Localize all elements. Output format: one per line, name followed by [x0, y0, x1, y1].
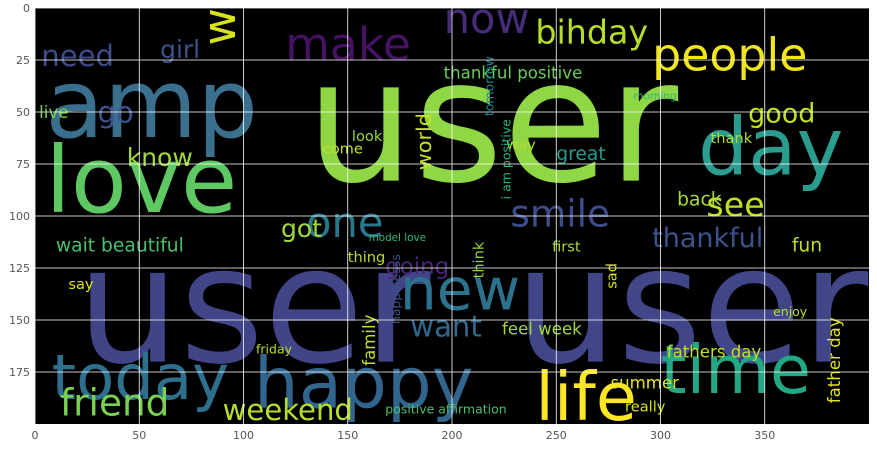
word-great-32: great [556, 144, 605, 165]
y-tick-label-1: 25 [16, 54, 30, 67]
word-now-13: now [444, 0, 530, 43]
word-thing-47: thing [348, 249, 386, 266]
axis-ticks: 0 50 100 150 200 250 300 350 0 25 50 75 100 125 150 175 [9, 2, 775, 442]
word-positive-affirmation-53: positive affirmation [385, 402, 506, 417]
y-tick-label-2: 50 [16, 106, 30, 119]
word-user-1: user [77, 212, 431, 401]
word-weekend-19: weekend [223, 393, 353, 427]
word-way-46: way [506, 136, 536, 153]
word-know-28: know [127, 143, 193, 172]
word-happy-7: happy [254, 341, 474, 424]
word-come-45: come [323, 141, 363, 158]
grid-lines [34, 7, 869, 424]
y-tick-label-7: 175 [9, 366, 30, 379]
word-enjoy-52: enjoy [773, 304, 808, 319]
word-morning-59: morning [633, 91, 676, 103]
word-will-17: will [192, 0, 246, 45]
y-tick-label-3: 75 [16, 158, 30, 171]
word-friday-57: friday [256, 341, 293, 356]
word-day-5: day [698, 101, 843, 193]
word-girl-25: girl [160, 35, 200, 64]
word-fun-34: fun [792, 235, 822, 256]
x-tick-label-5: 250 [546, 429, 567, 442]
word-first-49: first [552, 238, 581, 255]
word-good-22: good [748, 98, 815, 129]
word-say-50: say [68, 276, 94, 293]
word-people-11: people [652, 27, 807, 81]
word-sad-51: sad [604, 263, 621, 289]
word-i-am-positive-54: i am positive [498, 119, 513, 200]
word-got-29: got [281, 214, 322, 243]
word-really-42: really [625, 399, 666, 416]
x-tick-label-3: 150 [337, 429, 358, 442]
x-tick-label-0: 0 [32, 429, 39, 442]
word-new-10: new [400, 256, 520, 324]
word-fathers-day-41: fathers day [667, 342, 762, 361]
word-time-8: time [661, 331, 811, 409]
word-back-33: back [677, 190, 722, 211]
word-father-day-39: father day [825, 317, 844, 403]
x-tick-label-1: 50 [132, 429, 146, 442]
word-live-27: live [39, 103, 68, 122]
word-thankful-positive-36: thankful positive [444, 64, 583, 83]
word-feel-week-37: feel week [502, 320, 582, 339]
y-tick-label-6: 150 [9, 314, 30, 327]
word-thank-43: thank [711, 130, 753, 147]
word-see-21: see [706, 185, 764, 224]
word-thankful-23: thankful [652, 223, 763, 254]
word-model-love-58: model love [369, 232, 426, 244]
word-today-6: today [52, 341, 229, 414]
word-life-9: life [535, 358, 636, 436]
word-amp-3: amp [45, 48, 258, 160]
x-tick-label-6: 300 [650, 429, 671, 442]
word-bihday-14: bihday [535, 12, 648, 51]
word-tomorrow-56: tomorrow [482, 56, 497, 116]
y-tick-label-5: 125 [9, 262, 30, 275]
word-happinesss-55: happinesss [388, 254, 403, 324]
x-tick-label-7: 350 [754, 429, 775, 442]
word-smile-15: smile [510, 191, 610, 235]
y-tick-label-0: 0 [23, 2, 30, 15]
word-world-30: world [412, 113, 436, 170]
word-one-16: one [306, 198, 383, 247]
word-need-24: need [41, 39, 114, 73]
word-wait-beautiful-35: wait beautiful [56, 235, 184, 256]
x-tick-label-4: 200 [442, 429, 463, 442]
word-user-0: user [306, 24, 679, 222]
word-friend-18: friend [60, 381, 169, 425]
word-think-48: think [470, 241, 487, 278]
word-summer-40: summer [610, 374, 679, 393]
word-going-31: going [385, 254, 449, 280]
word-family-38: family [360, 314, 379, 365]
word-look-44: look [352, 128, 383, 145]
x-tick-label-2: 100 [233, 429, 254, 442]
word-user-2: user [515, 212, 869, 401]
word-want-20: want [410, 310, 481, 344]
y-tick-label-4: 100 [9, 210, 30, 223]
